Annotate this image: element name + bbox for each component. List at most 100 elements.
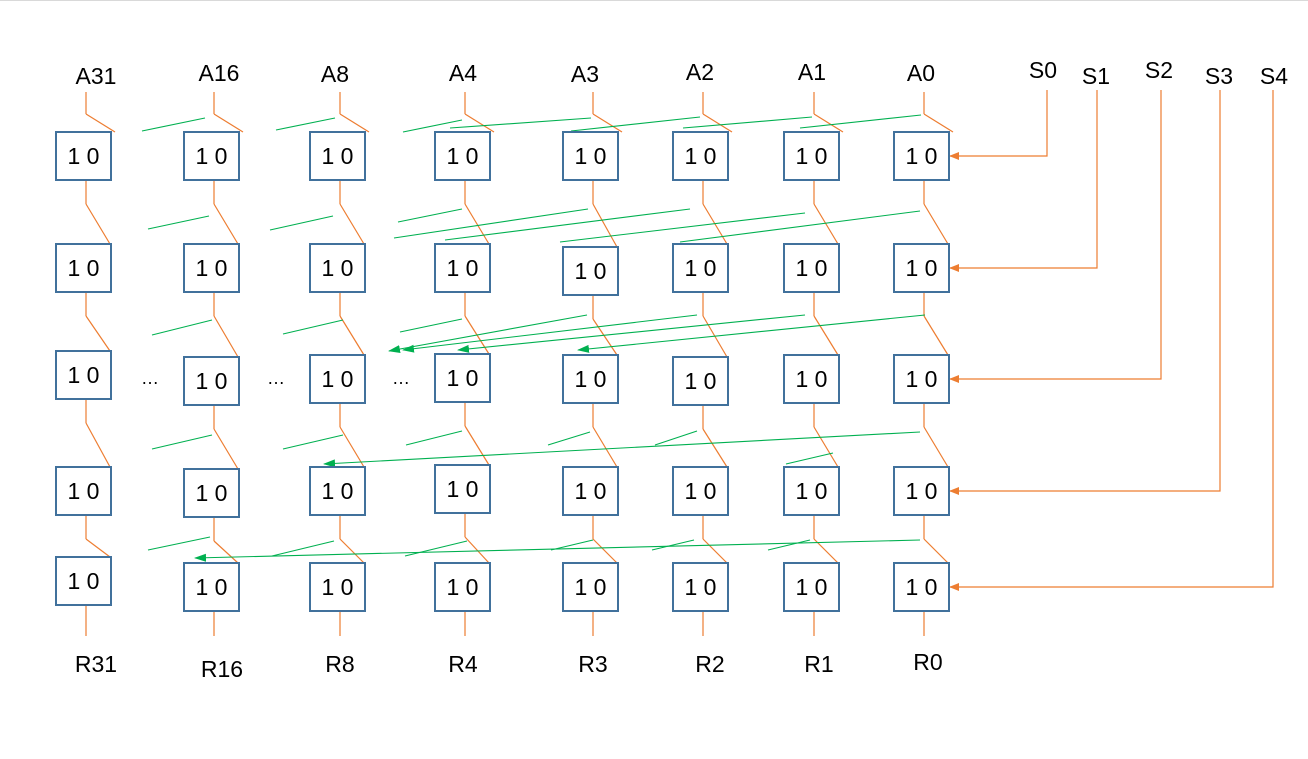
shift-wire bbox=[151, 319, 213, 336]
window-top-divider bbox=[0, 0, 1308, 1]
shift-wire bbox=[547, 431, 591, 446]
mux-label: 1 0 bbox=[575, 574, 607, 600]
mux-label: 1 0 bbox=[196, 480, 228, 506]
select-wire bbox=[949, 90, 1162, 383]
mux-cell: 1 0 bbox=[562, 131, 619, 181]
select-wire bbox=[949, 90, 1048, 160]
mux-label: 1 0 bbox=[196, 574, 228, 600]
data-wire bbox=[592, 538, 618, 564]
mux-box bbox=[434, 562, 491, 612]
output-label: R4 bbox=[448, 651, 478, 677]
input-label: A16 bbox=[199, 60, 240, 86]
mux-box bbox=[183, 468, 240, 518]
shift-wire bbox=[654, 430, 698, 446]
data-wire bbox=[923, 203, 949, 245]
mux-cell: 1 0 bbox=[434, 243, 491, 293]
mux-label: 1 0 bbox=[447, 476, 479, 502]
mux-cell: 1 0 bbox=[672, 466, 729, 516]
mux-box bbox=[434, 131, 491, 181]
input-label: A8 bbox=[321, 61, 349, 87]
mux-cell: 1 0 bbox=[183, 131, 240, 181]
mux-cell: 1 0 bbox=[434, 131, 491, 181]
shift-wire bbox=[323, 431, 921, 468]
mux-cell: 1 0 bbox=[562, 466, 619, 516]
shift-wire bbox=[559, 212, 806, 243]
shift-wire bbox=[444, 208, 691, 241]
mux-cell: 1 0 bbox=[434, 353, 491, 403]
mux-label: 1 0 bbox=[796, 478, 828, 504]
mux-box bbox=[562, 562, 619, 612]
data-wire bbox=[213, 540, 239, 564]
mux-box bbox=[309, 131, 366, 181]
mux-cell: 1 0 bbox=[893, 562, 950, 612]
select-wire bbox=[949, 90, 1098, 272]
mux-label: 1 0 bbox=[447, 574, 479, 600]
data-wire bbox=[464, 113, 495, 133]
ellipsis: … bbox=[141, 368, 159, 388]
output-labels: R31 R16 R8 R4 R3 R2 R1 R0 bbox=[75, 649, 943, 682]
mux-box bbox=[55, 350, 112, 400]
mux-box bbox=[434, 353, 491, 403]
select-labels: S0 S1 S2 S3 S4 bbox=[1029, 57, 1288, 89]
mux-cell: 1 0 bbox=[309, 243, 366, 293]
ellipsis: … bbox=[267, 368, 285, 388]
shift-wire bbox=[282, 434, 344, 450]
input-label: A2 bbox=[686, 59, 714, 85]
mux-box bbox=[309, 562, 366, 612]
mux-cell: 1 0 bbox=[183, 356, 240, 406]
shift-wire bbox=[651, 539, 695, 551]
mux-box bbox=[55, 466, 112, 516]
mux-box bbox=[893, 131, 950, 181]
data-wire bbox=[85, 538, 111, 558]
mux-label: 1 0 bbox=[196, 143, 228, 169]
shift-wire bbox=[402, 119, 463, 133]
data-wire bbox=[923, 113, 954, 133]
input-label: A31 bbox=[76, 63, 117, 89]
data-wire bbox=[85, 203, 111, 245]
shift-wire bbox=[405, 430, 463, 446]
input-label: A4 bbox=[449, 60, 477, 86]
shift-wire bbox=[570, 116, 701, 132]
mux-label: 1 0 bbox=[575, 143, 607, 169]
data-wire bbox=[702, 428, 728, 468]
mux-label: 1 0 bbox=[68, 143, 100, 169]
mux-cell: 1 0 bbox=[893, 243, 950, 293]
shift-wire bbox=[151, 434, 213, 450]
select-label: S2 bbox=[1145, 57, 1173, 83]
shift-wire bbox=[449, 117, 592, 129]
mux-cell: 1 0 bbox=[562, 354, 619, 404]
mux-cell: 1 0 bbox=[783, 243, 840, 293]
mux-box bbox=[55, 131, 112, 181]
mux-cell: 1 0 bbox=[55, 131, 112, 181]
mux-cell: 1 0 bbox=[783, 131, 840, 181]
mux-label: 1 0 bbox=[68, 568, 100, 594]
mux-cell: 1 0 bbox=[309, 562, 366, 612]
shift-wire bbox=[404, 540, 468, 557]
output-label: R31 bbox=[75, 651, 117, 677]
mux-box bbox=[309, 354, 366, 404]
select-label: S0 bbox=[1029, 57, 1057, 83]
data-wire bbox=[702, 538, 728, 564]
mux-box bbox=[783, 131, 840, 181]
mux-box bbox=[672, 356, 729, 406]
data-wire bbox=[923, 315, 949, 356]
mux-label: 1 0 bbox=[322, 574, 354, 600]
data-wire bbox=[85, 315, 111, 352]
data-wire bbox=[213, 315, 239, 358]
data-wire bbox=[339, 113, 370, 133]
shift-wire bbox=[457, 314, 806, 353]
data-wire bbox=[213, 203, 239, 245]
mux-box bbox=[672, 466, 729, 516]
mux-box bbox=[55, 243, 112, 293]
mux-label: 1 0 bbox=[906, 366, 938, 392]
input-labels: A31 A16 A8 A4 A3 A2 A1 A0 bbox=[76, 59, 936, 89]
mux-grid: 1 0 1 0 1 0 1 0 1 0 1 0 1 0 1 0 1 0 1 0 1 0 1 0 1 0 1… bbox=[55, 131, 950, 612]
mux-label: 1 0 bbox=[796, 574, 828, 600]
shift-wire bbox=[194, 539, 921, 562]
shift-wire bbox=[282, 319, 344, 335]
mux-box bbox=[183, 131, 240, 181]
mux-label: 1 0 bbox=[196, 255, 228, 281]
mux-box bbox=[562, 131, 619, 181]
mux-box bbox=[434, 243, 491, 293]
output-label: R16 bbox=[201, 656, 243, 682]
